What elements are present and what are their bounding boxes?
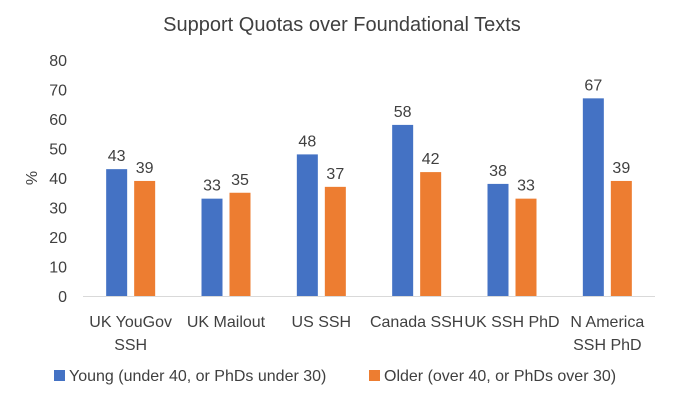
y-tick-label: 70 [49, 83, 67, 100]
y-tick-label: 10 [49, 260, 67, 277]
data-label: 42 [422, 151, 440, 168]
bar-older [134, 180, 156, 296]
category-label: SSH PhD [573, 337, 641, 354]
y-tick-label: 50 [49, 142, 67, 159]
bar-older [229, 192, 251, 296]
data-label: 37 [326, 166, 344, 183]
bars: 43 39 33 35 48 37 58 42 38 33 67 39 [106, 77, 632, 297]
legend-label: Older (over 40, or PhDs over 30) [384, 368, 616, 385]
bar-older [420, 172, 442, 296]
chart-title: Support Quotas over Foundational Texts [163, 14, 521, 36]
data-label: 35 [231, 172, 249, 189]
bar-young [582, 98, 604, 296]
y-tick-label: 40 [49, 171, 67, 188]
data-label: 39 [612, 160, 630, 177]
bar-young [392, 124, 414, 297]
bar-young [201, 198, 223, 296]
category-label: SSH [114, 337, 147, 354]
bar-young [106, 169, 128, 296]
category-label: Canada SSH [370, 314, 463, 331]
bar-young [487, 183, 509, 296]
category-label: US SSH [292, 314, 352, 331]
legend: Young (under 40, or PhDs under 30) Older … [54, 368, 616, 385]
y-tick-label: 0 [58, 289, 67, 306]
y-tick-label: 20 [49, 230, 67, 247]
bar-older [610, 180, 632, 296]
data-label: 39 [136, 160, 154, 177]
category-labels: UK YouGov SSH UK Mailout US SSH Canada SSH UK… [89, 314, 644, 354]
bar-older [324, 186, 346, 296]
y-tick-label: 30 [49, 201, 67, 218]
data-label: 38 [489, 163, 507, 180]
data-label: 58 [394, 104, 412, 121]
data-label: 33 [203, 178, 221, 195]
category-label: N America [570, 314, 644, 331]
legend-label: Young (under 40, or PhDs under 30) [69, 368, 326, 385]
data-label: 48 [298, 133, 316, 150]
y-axis-ticks: 0 10 20 30 40 50 60 70 80 [49, 53, 67, 306]
category-label: UK YouGov [89, 314, 172, 331]
legend-swatch [369, 370, 380, 381]
bar-young [296, 154, 318, 296]
y-axis-label: % [24, 171, 41, 185]
data-label: 33 [517, 178, 535, 195]
y-tick-label: 60 [49, 112, 67, 129]
legend-swatch [54, 370, 65, 381]
category-label: UK SSH PhD [464, 314, 559, 331]
category-label: UK Mailout [187, 314, 266, 331]
y-tick-label: 80 [49, 53, 67, 70]
bar-older [515, 198, 537, 296]
data-label: 67 [584, 77, 602, 94]
data-label: 43 [108, 148, 126, 165]
